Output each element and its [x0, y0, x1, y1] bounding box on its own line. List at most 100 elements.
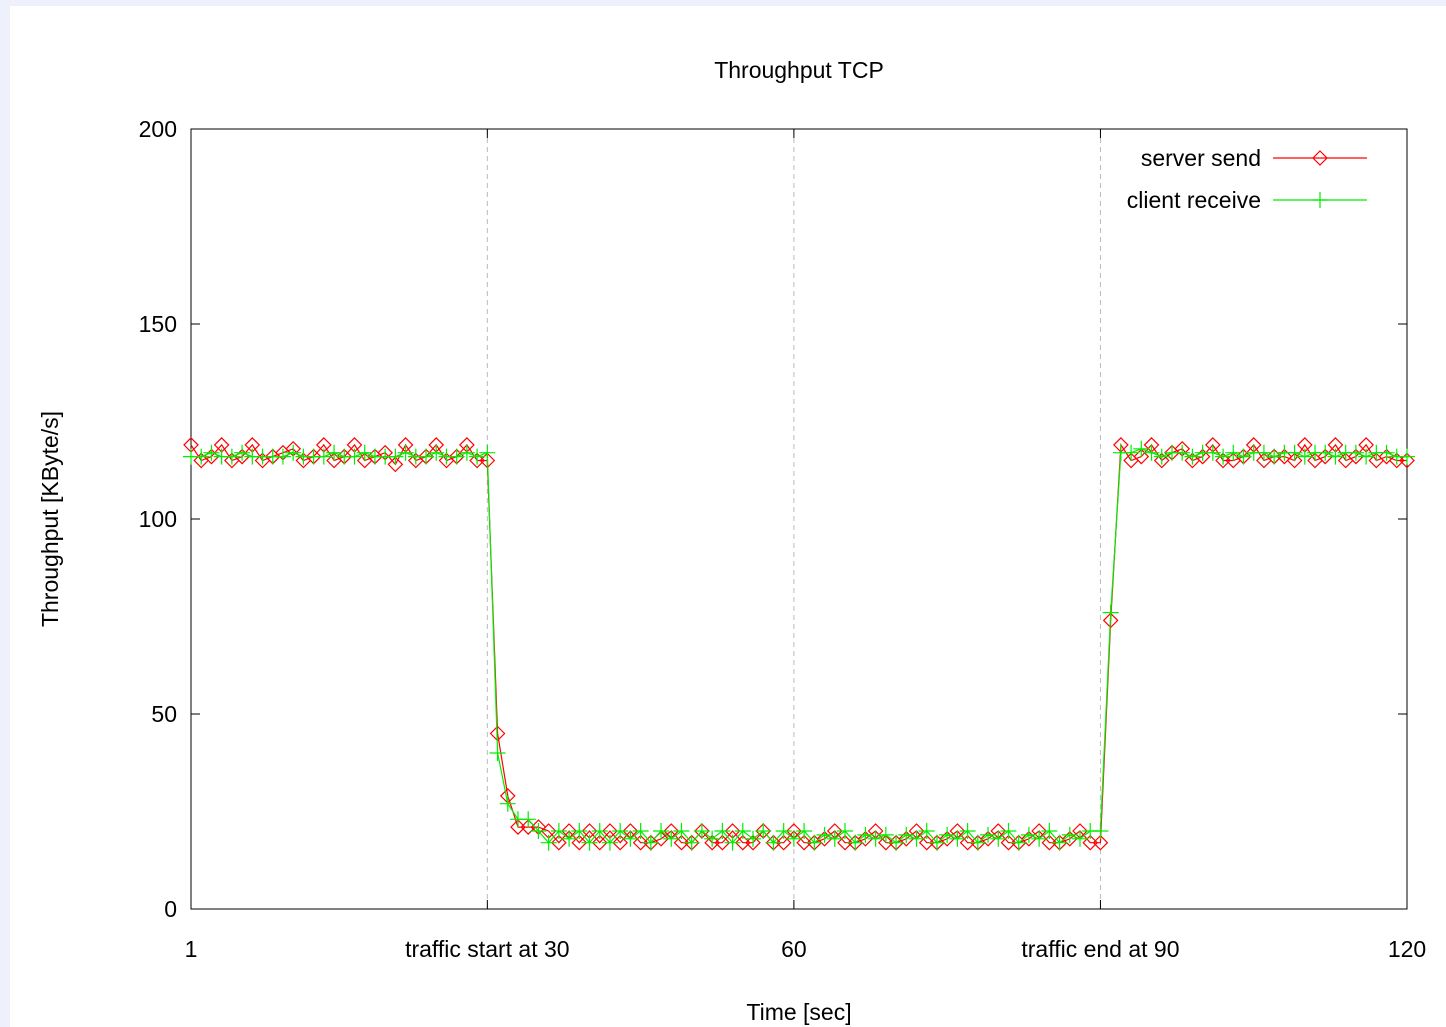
data-point-plus: [458, 444, 475, 461]
data-point-plus: [877, 826, 894, 843]
data-point-diamond: [1000, 834, 1017, 851]
data-point-diamond: [1133, 448, 1150, 465]
data-point-plus: [601, 834, 618, 851]
y-tick-label: 0: [164, 896, 177, 922]
data-point-plus: [530, 823, 547, 839]
data-point-plus: [1153, 448, 1170, 465]
data-point-plus: [520, 811, 537, 828]
data-point-diamond: [1102, 612, 1119, 629]
data-point-plus: [428, 444, 445, 461]
data-point-plus: [550, 823, 567, 839]
data-point-diamond: [775, 834, 792, 851]
data-point-plus: [1143, 444, 1160, 461]
data-point-plus: [1051, 834, 1068, 851]
data-point-plus: [806, 834, 823, 851]
data-point-plus: [888, 834, 905, 851]
y-axis-label: Throughput [KByte/s]: [37, 411, 63, 627]
data-point-plus: [980, 826, 997, 843]
data-point-plus: [857, 826, 874, 843]
data-point-plus: [203, 444, 220, 461]
data-point-plus: [816, 826, 833, 843]
data-point-plus: [918, 823, 935, 839]
data-point-plus: [949, 830, 966, 847]
data-point-diamond: [837, 834, 853, 851]
legend-label: server send: [1141, 145, 1261, 171]
data-point-plus: [714, 823, 731, 839]
data-point-diamond: [1388, 452, 1405, 469]
y-tick-label: 50: [151, 701, 177, 727]
data-point-plus: [571, 823, 588, 839]
data-point-plus: [734, 823, 751, 839]
data-point-diamond: [745, 834, 761, 851]
data-point-plus: [745, 830, 762, 847]
data-point-plus: [1204, 444, 1221, 461]
data-point-plus: [234, 444, 251, 461]
data-point-diamond: [469, 452, 485, 469]
data-point-diamond: [1041, 834, 1058, 851]
data-point-plus: [898, 826, 915, 843]
data-point-plus: [1123, 444, 1140, 461]
x-tick-label: 120: [1388, 936, 1426, 962]
data-point-plus: [724, 834, 741, 851]
data-point-diamond: [632, 834, 649, 851]
data-point-diamond: [959, 834, 976, 851]
data-point-plus: [683, 834, 700, 851]
data-point-plus: [796, 823, 813, 839]
data-point-plus: [346, 448, 363, 465]
series-server-send: [183, 437, 1415, 851]
data-point-plus: [1399, 448, 1415, 465]
data-point-diamond: [714, 834, 731, 851]
data-point-plus: [1312, 192, 1328, 208]
data-point-plus: [561, 830, 578, 847]
x-tick-label: 60: [781, 936, 807, 962]
data-point-plus: [959, 823, 976, 839]
data-point-diamond: [878, 834, 894, 851]
data-point-plus: [867, 830, 884, 847]
axis-ticks: 0 50 100 150 200 1 traffic start at 30 60 traffi…: [139, 116, 1427, 962]
data-point-plus: [928, 834, 945, 851]
data-point-plus: [612, 823, 629, 839]
data-point-plus: [1286, 444, 1303, 461]
data-point-plus: [1020, 826, 1037, 843]
data-point-plus: [1102, 604, 1119, 621]
x-tick-label: traffic start at 30: [405, 936, 569, 962]
data-point-plus: [1378, 444, 1395, 461]
data-point-diamond: [1153, 452, 1170, 469]
data-point-plus: [1266, 448, 1283, 465]
data-point-plus: [1255, 444, 1272, 461]
data-point-plus: [448, 448, 465, 465]
vertical-grid: [486, 129, 1101, 909]
data-point-plus: [908, 830, 925, 847]
data-point-plus: [193, 448, 210, 465]
data-point-plus: [1317, 444, 1334, 461]
data-point-plus: [755, 823, 772, 839]
x-tick-label: traffic end at 90: [1021, 936, 1179, 962]
y-tick-label: 150: [139, 311, 177, 337]
data-point-plus: [489, 745, 506, 761]
data-point-diamond: [1092, 834, 1109, 851]
data-point-diamond: [1215, 452, 1231, 469]
legend-label: client receive: [1127, 187, 1261, 213]
data-point-diamond: [1399, 452, 1415, 469]
data-point-plus: [775, 823, 792, 839]
data-point-diamond: [1286, 452, 1303, 469]
legend: server send client receive: [1127, 145, 1367, 213]
data-point-plus: [990, 830, 1007, 847]
data-point-diamond: [510, 819, 526, 835]
data-point-plus: [326, 444, 343, 461]
chart-title: Throughput TCP: [714, 57, 884, 83]
data-point-plus: [673, 823, 690, 839]
x-axis-label: Time [sec]: [746, 999, 851, 1025]
chart-frame: 0 50 100 150 200 1 traffic start at 30 60 traffi…: [10, 6, 1446, 1027]
data-point-plus: [1235, 448, 1252, 465]
data-point-plus: [387, 448, 404, 465]
data-point-plus: [969, 834, 986, 851]
data-point-plus: [1215, 448, 1232, 465]
data-point-plus: [1041, 823, 1058, 839]
data-point-plus: [826, 830, 843, 847]
data-point-plus: [704, 830, 721, 847]
data-point-plus: [285, 444, 302, 461]
data-point-plus: [274, 448, 291, 465]
data-point-plus: [1010, 834, 1027, 851]
data-point-plus: [499, 795, 516, 812]
